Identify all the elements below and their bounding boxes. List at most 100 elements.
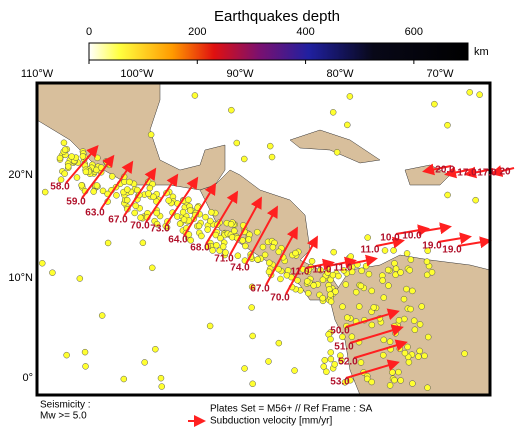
- earthquake: [99, 187, 107, 195]
- velocity-arrow: [349, 324, 404, 344]
- earthquake: [405, 359, 413, 366]
- earthquake: [390, 247, 397, 254]
- earthquake: [362, 262, 370, 270]
- earthquake: [461, 350, 468, 357]
- velocity-label: 59.0: [66, 197, 86, 208]
- lon-label: 90°W: [226, 68, 254, 80]
- earthquake: [424, 333, 432, 341]
- earthquake: [204, 226, 211, 233]
- earthquake: [291, 367, 298, 374]
- velocity-arrow: [327, 256, 357, 269]
- earthquake: [73, 174, 81, 181]
- earthquake: [68, 153, 75, 160]
- earthquake: [207, 217, 214, 225]
- velocity-arrow: [395, 224, 430, 237]
- velocity-arrow: [375, 236, 405, 249]
- earthquake: [209, 247, 216, 254]
- earthquake: [335, 272, 342, 280]
- earthquake: [397, 269, 404, 276]
- earthquake: [403, 250, 411, 257]
- earthquake: [104, 239, 112, 247]
- velocity-arrow: [265, 226, 298, 286]
- velocity-arrow: [345, 308, 400, 328]
- earthquake: [392, 330, 399, 337]
- earthquake: [132, 202, 139, 210]
- earthquake: [259, 243, 267, 251]
- earthquake: [213, 241, 220, 249]
- earthquake: [145, 190, 152, 197]
- earthquake: [265, 358, 272, 365]
- earthquake: [153, 220, 161, 228]
- earthquake: [308, 257, 316, 265]
- lat-label: 0°: [22, 372, 33, 384]
- earthquake: [81, 348, 89, 356]
- velocity-label: 71.0: [214, 254, 234, 265]
- earthquake: [113, 192, 120, 199]
- earthquake: [403, 285, 410, 293]
- earthquake: [424, 384, 431, 391]
- land-mexico: [36, 82, 226, 191]
- velocity-arrow: [305, 258, 335, 271]
- earthquake: [216, 247, 223, 254]
- earthquake: [407, 256, 415, 263]
- earthquake: [423, 258, 431, 265]
- earthquake: [123, 196, 131, 204]
- legend-plates: Plates Set = M56+ // Ref Frame : SA: [210, 404, 373, 415]
- earthquake: [82, 363, 89, 370]
- earthquake: [327, 349, 335, 356]
- earthquake: [472, 196, 479, 204]
- velocity-arrow: [348, 254, 378, 267]
- velocity-arrow: [245, 205, 278, 265]
- velocity-label: 67.0: [108, 215, 128, 226]
- earthquake: [266, 142, 274, 150]
- earthquake: [202, 213, 209, 221]
- earthquake: [348, 268, 356, 276]
- earthquake: [149, 264, 156, 272]
- earthquake: [186, 207, 194, 214]
- velocity-arrow: [165, 176, 199, 226]
- earthquake: [187, 237, 194, 244]
- velocity-label: 17.0: [477, 168, 497, 179]
- legend-magnitude: Mw >= 5.0: [40, 411, 87, 422]
- colorbar-tick-label: 200: [188, 26, 206, 38]
- velocity-arrow: [437, 232, 472, 245]
- earthquake: [418, 303, 425, 310]
- earthquake: [265, 268, 273, 276]
- earthquake: [476, 91, 483, 98]
- earthquake: [431, 100, 438, 108]
- earthquake: [126, 178, 133, 186]
- earthquake: [323, 368, 330, 375]
- earthquake: [381, 247, 389, 254]
- earthquake: [277, 275, 284, 283]
- earthquake: [444, 191, 451, 199]
- earthquake: [208, 209, 215, 216]
- earthquake: [380, 352, 387, 359]
- lat-label: 20°N: [8, 169, 33, 181]
- earthquake: [428, 269, 436, 276]
- velocity-label: 63.0: [85, 208, 105, 219]
- earthquake: [329, 109, 337, 116]
- colorbar: [88, 42, 469, 61]
- earthquake: [39, 260, 46, 267]
- earthquake: [61, 146, 69, 153]
- velocity-label: 64.0: [168, 235, 188, 246]
- velocity-label: 70.0: [130, 221, 150, 232]
- velocity-label: 17.0: [457, 168, 477, 179]
- earthquake: [222, 249, 229, 256]
- earthquake: [61, 170, 68, 177]
- earthquake: [348, 333, 356, 340]
- earthquake: [379, 277, 386, 284]
- earthquake: [217, 234, 224, 242]
- velocity-arrow: [183, 182, 217, 237]
- earthquake: [330, 248, 337, 256]
- earthquake: [327, 291, 334, 298]
- earthquake: [416, 347, 423, 355]
- earthquake: [380, 336, 387, 344]
- earthquake: [401, 315, 408, 323]
- earthquake: [411, 326, 419, 333]
- earthquake: [424, 247, 431, 254]
- earthquake: [147, 131, 155, 138]
- colorbar-tick-label: 600: [405, 26, 423, 38]
- earthquake: [386, 382, 394, 389]
- earthquake: [94, 154, 101, 162]
